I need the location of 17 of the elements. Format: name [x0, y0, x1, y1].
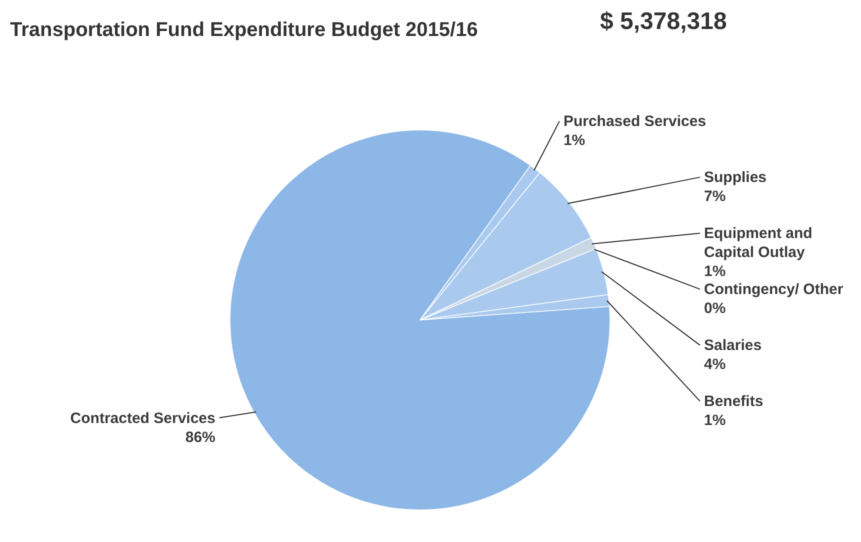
chart-title: Transportation Fund Expenditure Budget 2015/16 [10, 19, 478, 41]
data-label: 7% [704, 188, 726, 206]
text: 0% [704, 300, 726, 318]
pie-slice [230, 130, 610, 510]
data-label: 1% [704, 412, 726, 430]
slice-label: Purchased Services [563, 113, 706, 130]
slice-label: Equipment and Capital Outlay [704, 225, 812, 262]
slice-label: Supplies [704, 169, 767, 186]
slice-label: Benefits [704, 393, 764, 410]
data-label: 86% [185, 428, 216, 446]
data-label: 1% [704, 263, 726, 280]
slice-label: Contracted Services [70, 410, 216, 427]
slice-label: Salaries [704, 337, 762, 354]
category-label: Contingency/ Other [704, 281, 844, 298]
data-label: 4% [704, 356, 726, 374]
text: $ 5,378,318 [600, 8, 727, 35]
data-label: 1% [563, 132, 586, 150]
